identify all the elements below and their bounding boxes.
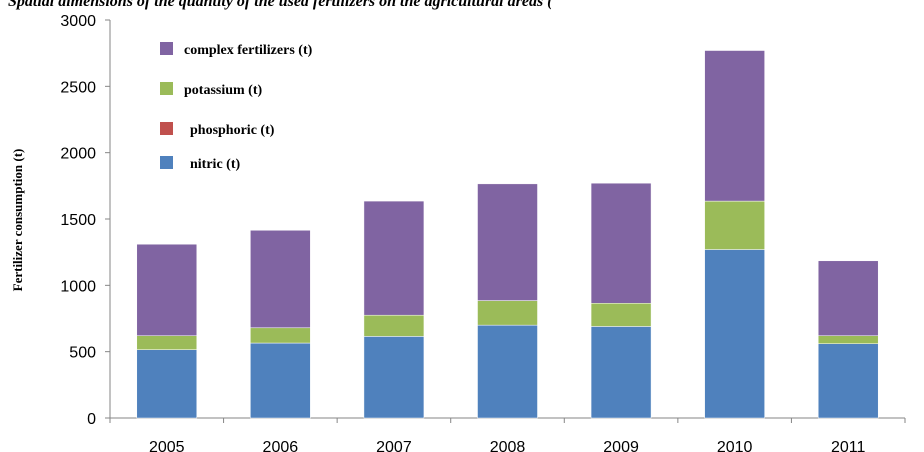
x-tick-label: 2009	[603, 439, 639, 452]
bar-segment-complex-fertilizers-t	[704, 50, 765, 202]
x-tick-label: 2011	[831, 439, 866, 452]
legend-label: potassium (t)	[184, 83, 263, 98]
bar-segment-complex-fertilizers-t	[477, 183, 538, 301]
y-tick-label: 500	[69, 345, 96, 362]
bar-segment-potassium-t	[363, 314, 425, 337]
y-tick-labels: 0 500 1000 1500 2000 2500 3000	[60, 13, 96, 428]
y-tick-label: 0	[87, 411, 96, 428]
bar-segment-potassium-t	[817, 335, 879, 344]
x-tick-labels: 2005 2006 2007 2008 2009 2010 2011	[149, 439, 866, 452]
legend-swatch	[160, 82, 173, 95]
bar-segment-potassium-t	[136, 335, 198, 350]
bar-segment-nitric-t	[363, 336, 425, 419]
bar-segment-potassium-t	[704, 200, 765, 250]
y-tick-label: 1000	[60, 278, 96, 295]
bar-segment-complex-fertilizers-t	[363, 200, 425, 316]
bar-segment-complex-fertilizers-t	[136, 243, 198, 336]
bar-segment-nitric-t	[250, 342, 311, 419]
bar-segment-nitric-t	[704, 249, 765, 419]
chart-title: Spatial dimensions of the quantity of th…	[8, 0, 553, 10]
legend-label: phosphoric (t)	[190, 123, 275, 138]
bar-segment-complex-fertilizers-t	[817, 260, 879, 336]
legend-swatch	[160, 156, 173, 169]
x-tick-label: 2010	[717, 439, 753, 452]
y-tick-label: 2000	[60, 146, 96, 163]
bar-segment-complex-fertilizers-t	[250, 230, 311, 329]
bar-segment-nitric-t	[590, 326, 652, 419]
y-tick-label: 2500	[60, 79, 96, 96]
bar-segment-nitric-t	[477, 324, 538, 419]
bar-segment-complex-fertilizers-t	[590, 182, 652, 304]
x-tick-label: 2008	[490, 439, 526, 452]
x-tick-label: 2007	[376, 439, 412, 452]
bar-segment-potassium-t	[250, 327, 311, 344]
y-tick-label: 1500	[60, 212, 96, 229]
bar-segment-potassium-t	[590, 302, 652, 327]
bar-segment-potassium-t	[477, 300, 538, 326]
bar-segment-nitric-t	[136, 349, 198, 419]
legend-swatch	[160, 122, 173, 135]
legend-swatch	[160, 42, 173, 55]
legend-label: complex fertilizers (t)	[184, 43, 313, 58]
x-tick-label: 2006	[263, 439, 299, 452]
bar-segment-nitric-t	[817, 343, 879, 419]
legend: complex fertilizers (t) potassium (t) phos…	[160, 42, 313, 172]
x-tick-label: 2005	[149, 439, 185, 452]
y-tick-label: 3000	[60, 13, 96, 30]
bars	[136, 50, 879, 419]
y-axis-label: Fertilizer consumption (t)	[10, 149, 25, 292]
legend-label: nitric (t)	[190, 157, 240, 172]
